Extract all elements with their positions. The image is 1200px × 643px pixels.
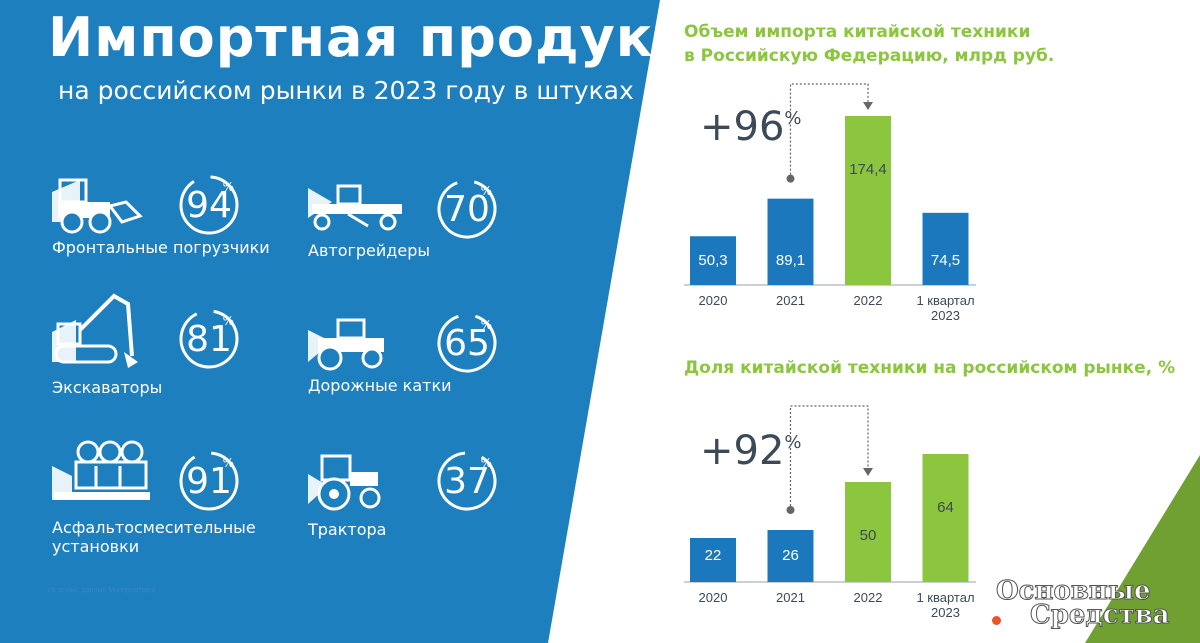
product-label: Дорожные катки [308, 376, 452, 395]
category-label: 2020 [699, 293, 728, 308]
value-label: 22 [705, 547, 722, 564]
percent-sign: % [480, 456, 492, 470]
product-item: Дорожные катки [308, 316, 508, 396]
percent-ring: 94 % [178, 174, 240, 236]
percent-sign: % [480, 318, 492, 332]
chart2-title: Доля китайской техники на российском рын… [684, 356, 1184, 380]
product-label: Фронтальные погрузчики [52, 238, 270, 257]
percent-ring: 37 % [436, 450, 498, 512]
percent-ring: 81 % [178, 308, 240, 370]
growth-value: +92 [700, 428, 785, 474]
growth-arrow [789, 405, 869, 510]
chart1-title-line2: в Российскую Федерацию, млрд руб. [684, 46, 1055, 66]
product-item: Фронтальные погрузчики [52, 172, 302, 262]
growth-arrow [789, 83, 869, 179]
category-label: 2022 [854, 293, 883, 308]
value-label: 50,3 [698, 252, 727, 269]
product-label: Экскаваторы [52, 378, 163, 397]
chart2-title-line1: Доля китайской техники на российском рын… [684, 358, 1176, 378]
percent-value: 70 [444, 188, 490, 230]
ring-outline [437, 179, 497, 239]
bar-chart-svg: 50,3 2020 89,1 2021 174,4 2022 74,5 1 квартал20… [684, 83, 976, 323]
category-label: 2020 [699, 590, 728, 605]
value-label: 50 [860, 527, 877, 544]
percent-sign: % [222, 314, 234, 328]
category-label: 2021 [776, 590, 805, 605]
bar [922, 454, 969, 582]
chart2-share-bars: 22 2020 26 2021 50 2022 64 1 квартал 2023 [676, 400, 1000, 630]
percent-value: 65 [444, 322, 490, 364]
product-label-line1: Асфальтосмесительные [52, 518, 256, 537]
percent-ring: 91 % [178, 450, 240, 512]
wheel-loader-icon [52, 178, 143, 234]
product-item: Асфальтосмесительные установки [52, 436, 302, 556]
chart1-volume-bars: 50,3 2020 89,1 2021 174,4 2022 74,5 1 квартал 20… [676, 80, 1000, 325]
bar [767, 530, 814, 582]
green-corner [1085, 455, 1200, 643]
chart2-growth-label: +92% [700, 428, 802, 474]
category-label: 2023 [931, 308, 960, 323]
category-label: 2023 [931, 605, 960, 620]
logo-line2: Средства [1030, 600, 1171, 631]
value-label: 89,1 [776, 252, 805, 269]
road-roller-icon [308, 318, 384, 371]
motor-grader-icon [308, 184, 402, 231]
percent-sign: % [222, 180, 234, 194]
percent-ring: 70 % [436, 178, 498, 240]
page-title: Импортная продукция [48, 6, 769, 69]
logo-line1: Основные [996, 576, 1152, 607]
bar [845, 116, 891, 285]
category-label: 1 квартал [916, 590, 974, 605]
category-label: 2021 [776, 293, 805, 308]
product-item: Трактора [308, 452, 508, 542]
excavator-icon [52, 293, 138, 368]
chart1-title-line1: Объем импорта китайской техники [684, 22, 1031, 42]
ring-outline [437, 313, 497, 373]
growth-value: +96 [700, 104, 785, 150]
ring-outline [179, 451, 239, 511]
product-item: Экскаваторы [52, 292, 302, 402]
percent-value: 37 [444, 460, 490, 502]
bar [922, 212, 969, 285]
value-label: 174,4 [849, 161, 887, 178]
product-item: Автогрейдеры [308, 182, 508, 262]
source-note: Источник: данные Минпромторга [48, 587, 156, 594]
percent-sign: % [480, 184, 492, 198]
category-label: 2022 [854, 590, 883, 605]
asphalt-plant-icon [52, 440, 150, 500]
ring-outline [179, 175, 239, 235]
percent-value: 94 [186, 184, 232, 226]
bar [690, 236, 736, 285]
page-subtitle: на российском рынки в 2023 году в штуках [58, 76, 634, 105]
percent-value: 81 [186, 318, 232, 360]
tractor-icon [308, 454, 381, 511]
bar [767, 198, 814, 285]
product-label-line2: установки [52, 537, 140, 556]
category-label: 1 квартал [916, 293, 974, 308]
logo: Основные Средства [990, 576, 1200, 643]
bar [845, 482, 891, 582]
chart1-growth-label: +96% [700, 104, 802, 150]
percent-sign: % [222, 456, 234, 470]
growth-percent: % [784, 108, 802, 129]
value-label: 74,5 [931, 252, 960, 269]
arrow-head [863, 468, 873, 476]
product-label: Трактора [308, 520, 387, 539]
ring-outline [179, 309, 239, 369]
chart1-title: Объем импорта китайской техники в Россий… [684, 20, 1104, 68]
product-label: Автогрейдеры [308, 241, 430, 260]
value-label: 26 [782, 547, 799, 564]
growth-percent: % [784, 432, 802, 453]
percent-value: 91 [186, 460, 232, 502]
bar [690, 538, 736, 582]
ring-outline [437, 451, 497, 511]
value-label: 64 [937, 499, 954, 516]
arrow-head [863, 102, 873, 110]
percent-ring: 65 % [436, 312, 498, 374]
logo-dot [992, 616, 1001, 625]
